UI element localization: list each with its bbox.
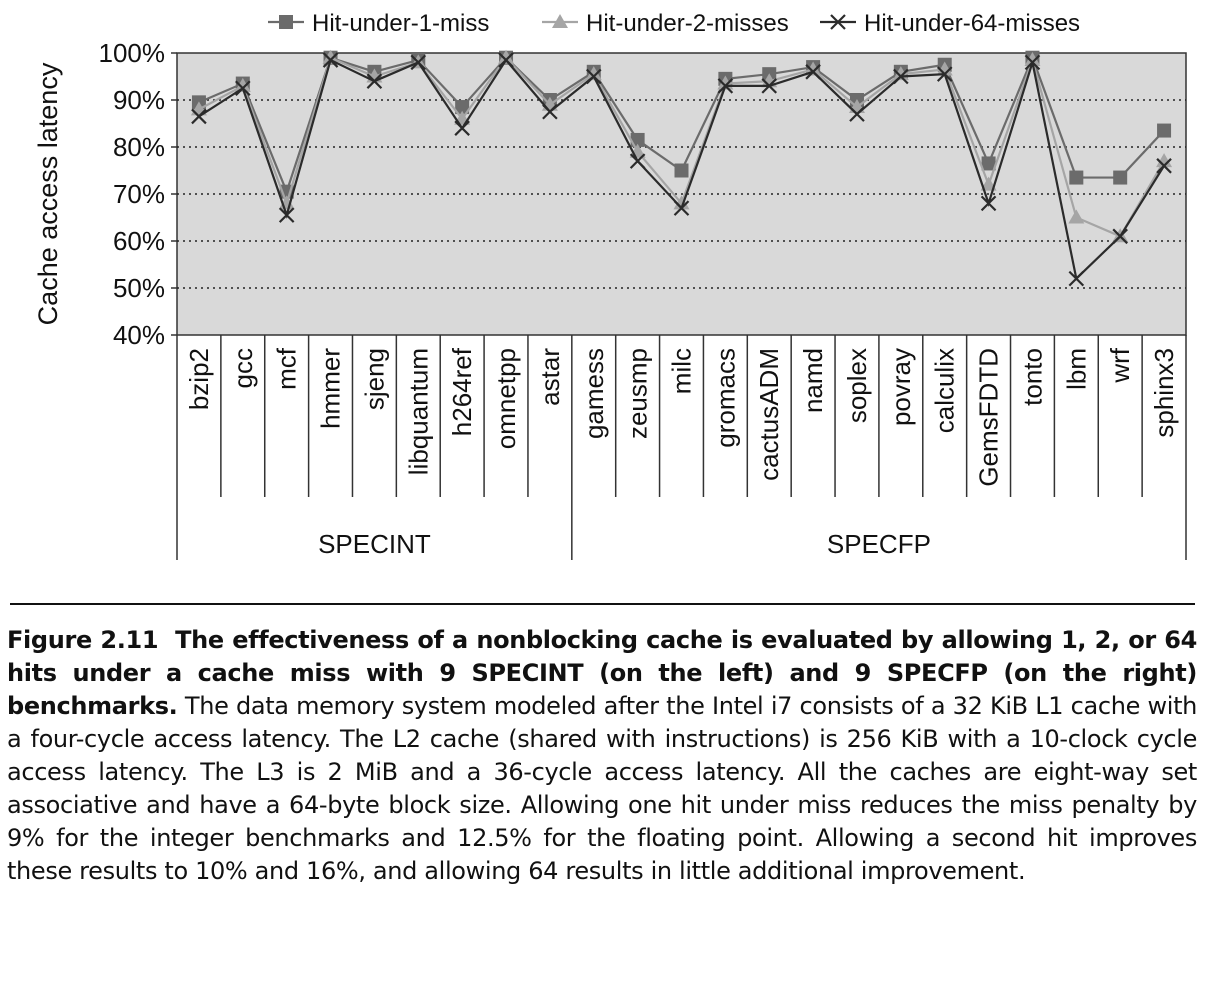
square-marker [981, 156, 996, 171]
caption-body: The data memory system modeled after the… [7, 692, 1197, 885]
triangle-marker [234, 77, 251, 92]
y-tick-label: 80% [113, 132, 165, 162]
legend-label: Hit-under-1-miss [312, 10, 489, 37]
square-marker [455, 100, 470, 115]
category-label: astar [535, 348, 565, 406]
y-tick-label: 100% [99, 38, 166, 68]
category-label: milc [667, 348, 697, 394]
y-tick-label: 70% [113, 179, 165, 209]
category-label: lbm [1061, 348, 1091, 390]
group-label: SPECFP [827, 529, 931, 559]
triangle-marker [552, 14, 568, 28]
x-marker [498, 52, 514, 68]
x-marker [1068, 270, 1085, 287]
category-label: zeusmp [623, 348, 653, 439]
category-label: gcc [228, 348, 258, 388]
chart: 40% 50% 60% 70% 80% 90% 100% Cache access late… [33, 10, 1187, 560]
x-axis: bzip2 gcc mcf hmmer sjeng libquantum h264ref om… [176, 335, 1187, 560]
y-axis-title: Cache access latency [33, 62, 63, 325]
y-tick-label: 40% [113, 320, 165, 350]
category-label: omnetpp [491, 348, 521, 449]
triangle-marker [1068, 209, 1085, 224]
series-layer [190, 49, 1173, 287]
y-axis: 40% 50% 60% 70% 80% 90% 100% [99, 38, 177, 350]
x-marker [805, 64, 821, 80]
category-label: libquantum [403, 348, 433, 475]
x-marker [191, 108, 207, 125]
group-label: SPECINT [318, 529, 431, 559]
x-marker [761, 78, 778, 94]
caption-title: The effectiveness of a nonblocking cache… [7, 626, 1197, 720]
x-marker [629, 153, 646, 169]
category-label: bzip2 [184, 348, 214, 410]
category-label: hmmer [316, 348, 346, 429]
x-marker [830, 14, 846, 30]
x-marker [278, 207, 295, 223]
figure-caption: Figure 2.11 The effectiveness of a nonbl… [7, 624, 1197, 888]
y-tick-label: 60% [113, 226, 165, 256]
square-marker [279, 15, 293, 29]
category-label: h264ref [447, 347, 477, 436]
triangle-marker [1024, 52, 1041, 67]
y-tick-label: 90% [113, 85, 165, 115]
x-marker [366, 73, 383, 89]
triangle-marker [322, 49, 339, 64]
square-marker [1069, 170, 1084, 185]
y-tick-label: 50% [113, 273, 165, 303]
category-label: GemsFDTD [974, 348, 1004, 487]
category-label: povray [886, 348, 916, 426]
category-label: tonto [1017, 348, 1047, 406]
category-label: cactusADM [754, 348, 784, 481]
legend-label: Hit-under-2-misses [586, 10, 789, 37]
x-marker [1024, 54, 1041, 71]
x-marker [454, 120, 470, 136]
square-marker [1157, 123, 1172, 138]
triangle-marker [585, 66, 602, 81]
x-marker [322, 52, 339, 68]
triangle-marker [498, 49, 515, 64]
x-marker [673, 200, 690, 216]
category-label: sphinx3 [1149, 348, 1179, 438]
legend-label: Hit-under-64-misses [864, 10, 1080, 37]
x-marker [717, 78, 734, 94]
category-label: gromacs [710, 348, 740, 448]
x-marker [936, 66, 953, 82]
figure-label: Figure 2.11 [7, 626, 159, 654]
x-marker [235, 80, 251, 97]
series-hit-under-64-misses [191, 52, 1172, 287]
x-marker [849, 106, 865, 122]
triangle-marker [1156, 153, 1173, 168]
x-marker [585, 68, 602, 85]
category-label: calculix [930, 348, 960, 433]
category-label: namd [798, 348, 828, 413]
category-label: sjeng [359, 348, 389, 410]
x-marker [893, 68, 909, 85]
category-label: gamess [579, 348, 609, 439]
category-label: wrf [1105, 347, 1135, 383]
legend: Hit-under-1-miss Hit-under-2-misses Hit-un… [268, 10, 1080, 37]
triangle-marker [673, 195, 690, 210]
square-marker [1113, 170, 1128, 185]
triangle-marker [936, 61, 953, 76]
x-marker [1156, 158, 1172, 174]
x-marker [1112, 228, 1128, 245]
category-label: mcf [272, 347, 302, 390]
caption-divider [10, 603, 1195, 605]
x-marker [410, 54, 427, 71]
square-marker [674, 163, 689, 178]
category-label: soplex [842, 348, 872, 423]
x-marker [542, 103, 558, 120]
x-marker [980, 195, 997, 212]
